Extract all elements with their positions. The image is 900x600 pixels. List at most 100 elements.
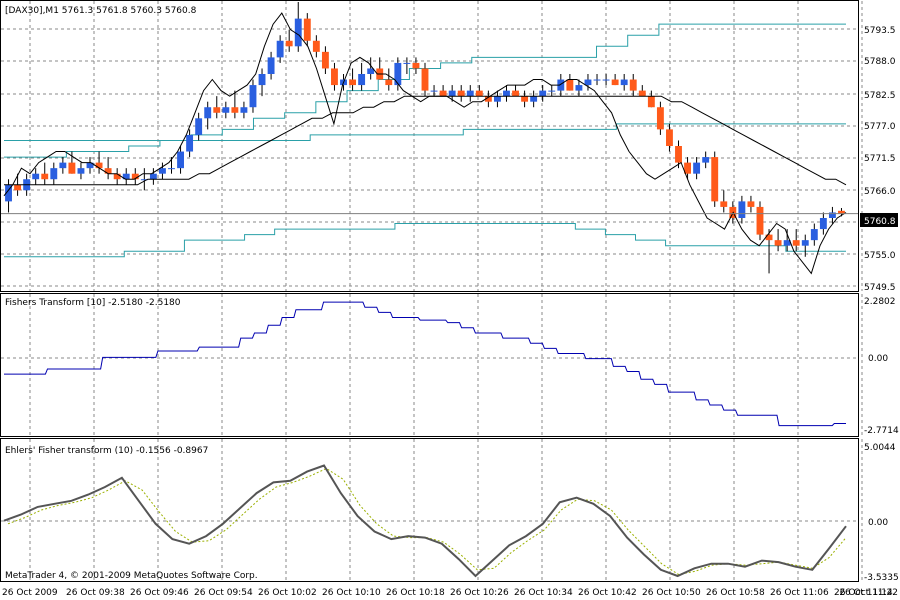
- candle-body: [457, 90, 465, 97]
- candle-body: [140, 179, 148, 181]
- candle-body: [557, 79, 565, 91]
- candle-body: [611, 79, 619, 86]
- time-tick: 26 Oct 2009: [2, 588, 58, 598]
- candle-body: [231, 107, 239, 113]
- candle-body: [747, 201, 755, 207]
- time-tick: 26 Oct 10:50: [642, 588, 701, 598]
- candle-body: [819, 218, 827, 230]
- time-tick: 26 Oct 09:38: [66, 588, 125, 598]
- main-price-pane[interactable]: [1, 2, 858, 275]
- ehlers-tick: 5.0044: [864, 443, 896, 453]
- candle-body: [95, 162, 103, 169]
- candle-body: [77, 168, 85, 174]
- fisher-tick: 2.2802: [864, 297, 896, 307]
- candle-body: [403, 62, 411, 64]
- candle-body: [720, 201, 728, 207]
- candle-body: [86, 162, 94, 169]
- candle-body: [68, 162, 76, 174]
- candle-body: [593, 79, 601, 81]
- time-tick: 26 Oct 11:14: [834, 588, 893, 598]
- candle-body: [602, 79, 610, 81]
- time-tick: 26 Oct 10:18: [386, 588, 445, 598]
- candle-body: [394, 62, 402, 86]
- price-tick: 5755.0: [864, 251, 896, 261]
- ehlers-fisher-pane[interactable]: [3, 464, 847, 578]
- candle-body: [484, 96, 492, 102]
- price-tick: 5788.0: [864, 57, 896, 67]
- main-header: [DAX30],M1 5761.3 5761.8 5760.3 5760.8: [5, 6, 197, 16]
- candle-body: [204, 107, 212, 119]
- candle-body: [122, 173, 130, 180]
- fisher-transform-pane[interactable]: [4, 301, 846, 427]
- candle-body: [512, 90, 519, 97]
- candle-body: [693, 162, 701, 174]
- time-tick: 26 Oct 11:06: [770, 588, 829, 598]
- copyright-text: MetaTrader 4, © 2001-2009 MetaQuotes Sof…: [5, 571, 258, 581]
- candle-body: [620, 79, 628, 86]
- candle-body: [149, 173, 157, 180]
- candle-body: [548, 90, 556, 92]
- candle-body: [168, 168, 175, 170]
- candle-body: [675, 146, 682, 163]
- candle-body: [367, 68, 375, 74]
- ehlers-fisher-line: [3, 464, 847, 578]
- candle-body: [530, 96, 538, 102]
- price-line: [3, 12, 847, 275]
- moving-average-line: [4, 95, 847, 186]
- lower-band-line: [4, 223, 846, 258]
- candle-body: [294, 18, 302, 47]
- candle-body: [321, 51, 329, 69]
- mid-band-line: [4, 123, 846, 141]
- candle-body: [349, 79, 357, 86]
- time-axis: 26 Oct 2009 26 Oct 09:38 26 Oct 09:46 26…: [2, 588, 898, 598]
- time-tick: 26 Oct 10:02: [258, 588, 317, 598]
- candle-body: [783, 240, 791, 246]
- candle-body: [50, 168, 58, 180]
- fisher-header: Fishers Transform [10] -2.5180 -2.5180: [5, 298, 181, 308]
- candle-body: [575, 85, 583, 91]
- candle-body: [41, 173, 49, 180]
- candle-body: [32, 173, 40, 180]
- candle-body: [792, 240, 800, 246]
- candle-body: [412, 62, 420, 69]
- candle-body: [59, 162, 67, 169]
- candle-body: [186, 134, 194, 152]
- candle-body: [439, 90, 447, 97]
- candle-body: [711, 157, 719, 202]
- candle-body: [430, 90, 438, 92]
- candle-body: [684, 162, 691, 174]
- time-tick: 26 Oct 10:42: [578, 588, 637, 598]
- candle-body: [258, 74, 266, 86]
- price-tick: 5782.5: [864, 91, 896, 101]
- candle-body: [466, 90, 474, 97]
- time-tick: 26 Oct 11:22: [839, 588, 898, 598]
- ehlers-header: Ehlers' Fisher transform (10) -0.1556 -0…: [5, 446, 208, 456]
- candle-body: [765, 234, 773, 241]
- time-tick: 26 Oct 09:46: [130, 588, 189, 598]
- candle-body: [448, 90, 456, 97]
- candle-body: [276, 40, 284, 58]
- candle-body: [584, 79, 592, 86]
- candle-body: [503, 90, 510, 97]
- price-tick: 5749.5: [864, 283, 896, 293]
- upper-band-line: [4, 23, 846, 158]
- candle-body: [656, 107, 664, 130]
- candle-body: [240, 107, 248, 113]
- candle-body: [177, 151, 184, 169]
- candle-body: [629, 79, 637, 91]
- candle-body: [195, 118, 203, 135]
- candle-body: [5, 184, 12, 202]
- fisher-tick: 0.00: [868, 354, 888, 364]
- candle-body: [222, 107, 230, 113]
- current-price-marker: 5760.8: [860, 213, 898, 227]
- candle-body: [801, 240, 809, 246]
- candle-body: [249, 85, 257, 108]
- current-price-label: 5760.8: [864, 217, 896, 227]
- candle-body: [702, 157, 710, 163]
- candle-body: [113, 173, 121, 180]
- fisher-transform-line: [4, 301, 846, 427]
- price-tick: 5777.0: [864, 122, 896, 132]
- price-axis: 5793.5 5788.0 5782.5 5777.0 5771.5 5766.…: [864, 26, 896, 293]
- ehlers-tick: 0.00: [868, 518, 888, 528]
